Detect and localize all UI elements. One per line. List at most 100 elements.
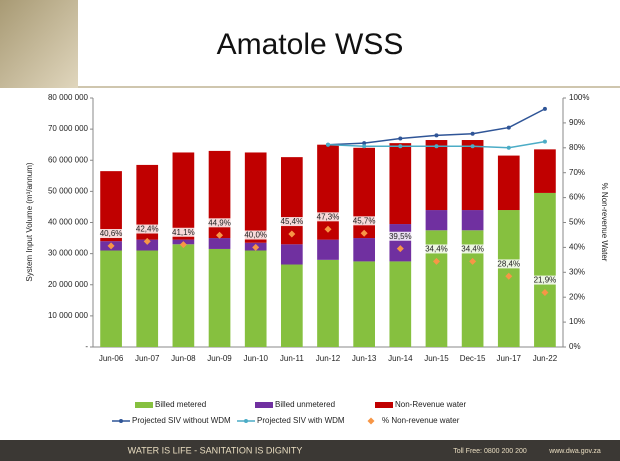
bar-segment: [534, 149, 556, 193]
bar-segment: [317, 145, 339, 240]
line-point: [434, 144, 438, 148]
y2-tick-label: 90%: [569, 118, 585, 127]
data-label: 41,1%: [172, 228, 195, 237]
y-tick-label: 30 000 000: [48, 249, 89, 258]
y2-tick-label: 0%: [569, 342, 581, 351]
legend-label: Projected SIV without WDM: [132, 416, 231, 425]
legend-swatch: [255, 402, 273, 408]
legend-label: % Non-revenue water: [382, 416, 460, 425]
footer-bar: [0, 440, 620, 461]
bar-segment: [462, 210, 484, 230]
x-tick-label: Jun-11: [280, 354, 304, 363]
legend-label: Non-Revenue water: [395, 400, 466, 409]
line-point: [434, 133, 438, 137]
x-tick-label: Jun-07: [135, 354, 160, 363]
bar-segment: [281, 265, 303, 347]
line-point: [543, 107, 547, 111]
x-tick-label: Jun-08: [171, 354, 196, 363]
bar-segment: [100, 251, 122, 347]
footer-text: WATER IS LIFE - SANITATION IS DIGNITY: [128, 445, 303, 455]
line-point: [507, 146, 511, 150]
footer-phone: Toll Free: 0800 200 200: [453, 448, 527, 455]
legend-swatch: [244, 419, 248, 423]
bar-segment: [173, 152, 195, 239]
bar-segment: [317, 260, 339, 347]
y2-tick-label: 30%: [569, 267, 585, 276]
legend-label: Billed metered: [155, 400, 206, 409]
line-point: [398, 136, 402, 140]
y2-tick-label: 50%: [569, 218, 585, 227]
decoration: [0, 0, 78, 88]
bar-segment: [462, 140, 484, 210]
line-point: [326, 143, 330, 147]
data-label: 45,7%: [353, 216, 376, 225]
bar-segment: [136, 251, 158, 347]
data-label: 34,4%: [425, 244, 448, 253]
bar-segment: [389, 261, 411, 347]
data-label: 44,9%: [208, 218, 231, 227]
x-tick-label: Dec-15: [460, 354, 486, 363]
y-tick-label: 10 000 000: [48, 311, 89, 320]
line-point: [362, 144, 366, 148]
bar-segment: [498, 156, 520, 210]
bar-segment: [353, 261, 375, 347]
x-tick-label: Jun-17: [497, 354, 522, 363]
divider: [78, 86, 620, 88]
bar-segment: [317, 240, 339, 260]
bar-segment: [209, 238, 231, 249]
y2-tick-label: 20%: [569, 292, 585, 301]
x-tick-label: Jun-10: [243, 354, 268, 363]
legend-swatch: [135, 402, 153, 408]
data-label: 39,5%: [389, 232, 412, 241]
y-tick-label: 70 000 000: [48, 124, 89, 133]
y2-tick-label: 60%: [569, 193, 585, 202]
legend-swatch: [119, 419, 123, 423]
data-label: 28,4%: [497, 259, 520, 268]
y2-tick-label: 40%: [569, 243, 585, 252]
legend-label: Projected SIV with WDM: [257, 416, 345, 425]
x-tick-label: Jun-14: [388, 354, 413, 363]
data-label: 42,4%: [136, 225, 159, 234]
x-tick-label: Jun-09: [207, 354, 232, 363]
line: [328, 109, 545, 145]
line-point: [543, 140, 547, 144]
y2-tick-label: 80%: [569, 143, 585, 152]
legend-swatch: [375, 402, 393, 408]
bar-segment: [389, 143, 411, 224]
y-tick-label: 60 000 000: [48, 155, 89, 164]
y2-tick-label: 100%: [569, 93, 589, 102]
x-tick-label: Jun-13: [352, 354, 377, 363]
bar-segment: [389, 224, 411, 261]
chart-title: Amatole WSS: [217, 28, 404, 61]
line-point: [471, 144, 475, 148]
y2-axis-title: % Non-revenue Water: [600, 183, 609, 262]
slide: Amatole WSS System Input Volume (m³/annu…: [0, 0, 620, 461]
x-tick-label: Jun-06: [99, 354, 124, 363]
bar-segment: [173, 244, 195, 347]
y2-tick-label: 70%: [569, 168, 585, 177]
bar-segment: [281, 244, 303, 264]
y-tick-label: 80 000 000: [48, 93, 89, 102]
y2-tick-label: 10%: [569, 317, 585, 326]
y-axis-title: System Input Volume (m³/annum): [25, 162, 34, 281]
bar-segment: [245, 251, 267, 347]
x-tick-label: Jun-15: [424, 354, 449, 363]
data-label: 21,9%: [534, 276, 557, 285]
data-label: 47,3%: [317, 212, 340, 221]
bar-segment: [209, 249, 231, 347]
y-tick-label: 50 000 000: [48, 186, 89, 195]
line-point: [507, 126, 511, 130]
legend-label: Billed unmetered: [275, 400, 335, 409]
line-point: [471, 132, 475, 136]
data-label: 40,6%: [100, 229, 123, 238]
bar-segment: [426, 210, 448, 230]
data-label: 34,4%: [461, 244, 484, 253]
x-tick-label: Jun-22: [533, 354, 558, 363]
bar-segment: [426, 140, 448, 210]
bar-segment: [534, 193, 556, 347]
footer-web: www.dwa.gov.za: [548, 448, 601, 455]
x-tick-label: Jun-12: [316, 354, 341, 363]
y-tick-label: 20 000 000: [48, 280, 89, 289]
bar-segment: [353, 238, 375, 261]
y-tick-label: -: [85, 342, 88, 351]
